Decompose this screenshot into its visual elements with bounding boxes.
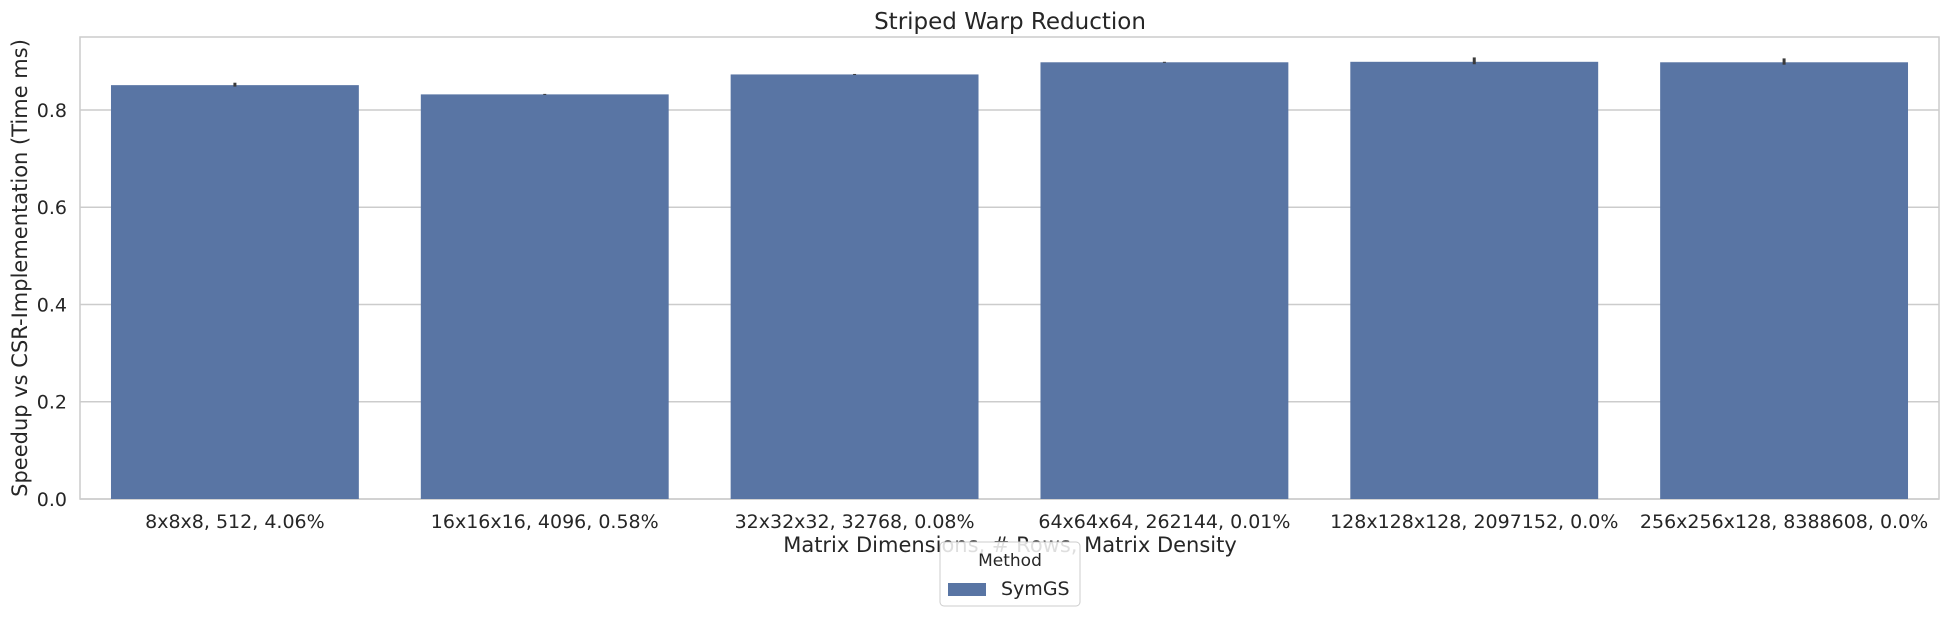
x-tick-label: 256x256x128, 8388608, 0.0%	[1640, 511, 1928, 533]
bar	[110, 85, 359, 499]
y-tick-label: 0.0	[37, 489, 67, 511]
legend-entry-label: SymGS	[1001, 578, 1070, 600]
y-tick-labels: 0.0 0.2 0.4 0.6 0.8	[37, 100, 67, 511]
y-tick-label: 0.2	[37, 392, 67, 414]
x-tick-label: 128x128x128, 2097152, 0.0%	[1330, 511, 1618, 533]
y-tick-label: 0.6	[37, 197, 67, 219]
legend-swatch	[948, 583, 986, 596]
legend: Method SymGS	[939, 541, 1081, 607]
legend-title: Method	[978, 551, 1042, 571]
bar	[1660, 62, 1909, 499]
y-axis-label: Speedup vs CSR-Implementation (Time ms)	[8, 39, 32, 497]
x-tick-label: 8x8x8, 512, 4.06%	[145, 511, 325, 533]
bars	[110, 57, 1909, 500]
x-tick-labels: 8x8x8, 512, 4.06% 16x16x16, 4096, 0.58% 32…	[145, 511, 1928, 533]
bar	[730, 74, 979, 499]
bar	[1350, 61, 1599, 500]
bar	[1040, 62, 1289, 499]
y-tick-label: 0.8	[37, 100, 67, 122]
x-tick-label: 32x32x32, 32768, 0.08%	[735, 511, 975, 533]
x-tick-label: 64x64x64, 262144, 0.01%	[1038, 511, 1290, 533]
plot-area-frame	[79, 36, 1940, 500]
y-tick-label: 0.4	[37, 294, 67, 316]
chart-title: Striped Warp Reduction	[874, 9, 1146, 35]
x-tick-label: 16x16x16, 4096, 0.58%	[431, 511, 659, 533]
bar	[420, 94, 669, 500]
